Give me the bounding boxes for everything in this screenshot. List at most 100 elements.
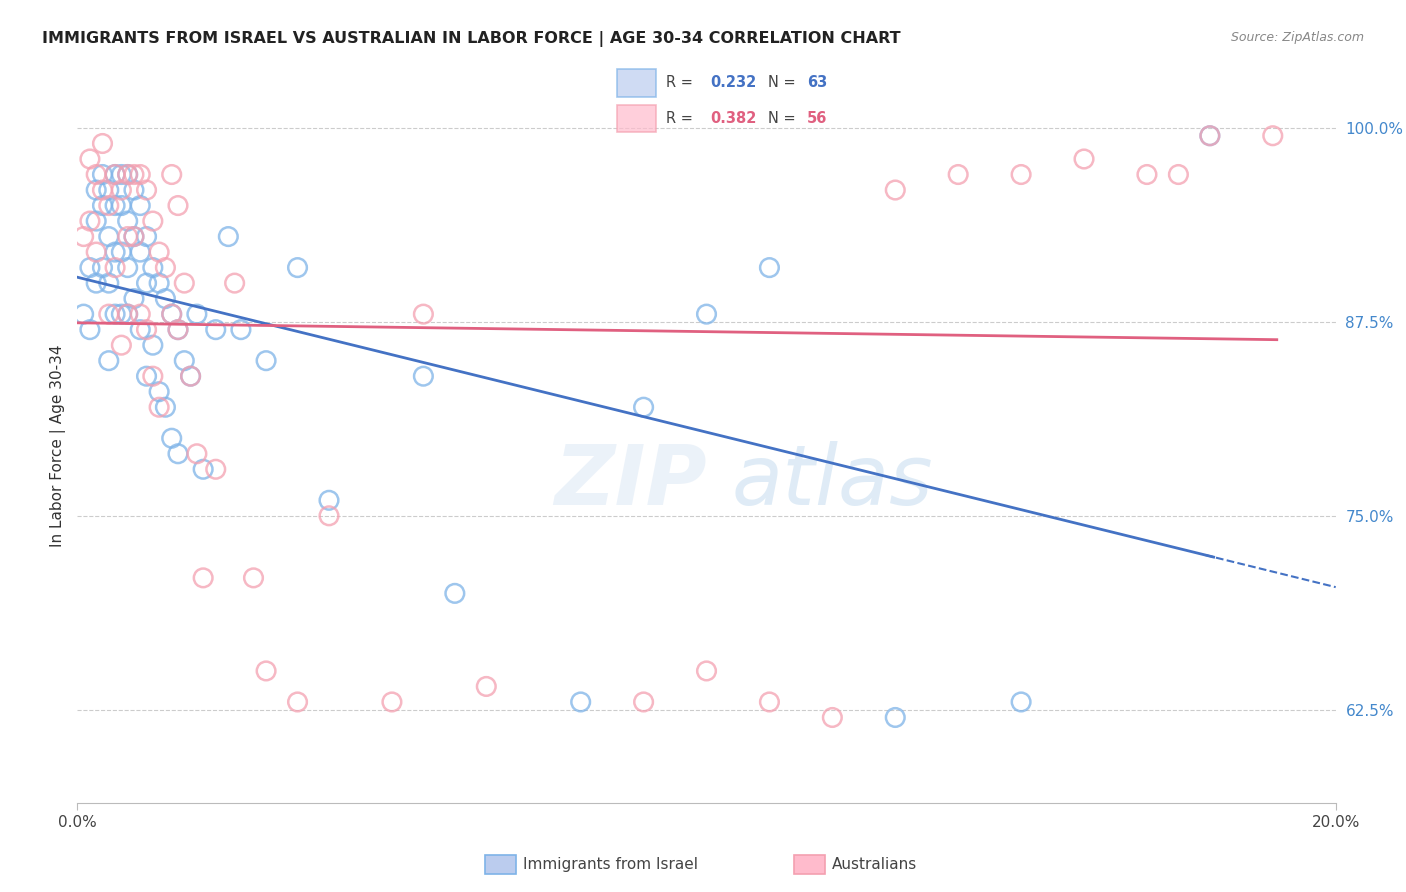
Point <box>97 276 120 290</box>
Point <box>569 695 592 709</box>
Point <box>1198 128 1220 143</box>
Point <box>91 136 114 151</box>
FancyBboxPatch shape <box>617 105 655 132</box>
Point <box>254 664 277 678</box>
Point <box>129 245 152 260</box>
Point <box>318 493 340 508</box>
Point <box>117 214 139 228</box>
Point <box>229 323 252 337</box>
Point <box>444 586 467 600</box>
Point <box>204 323 226 337</box>
Point <box>122 229 145 244</box>
Point <box>104 198 127 212</box>
Point <box>217 229 239 244</box>
Point <box>633 695 655 709</box>
Point <box>97 307 120 321</box>
Point <box>142 369 165 384</box>
Point <box>148 276 170 290</box>
Point <box>412 369 434 384</box>
Point <box>97 198 120 212</box>
Point <box>160 307 183 321</box>
Point <box>148 384 170 399</box>
Point <box>173 276 195 290</box>
Point <box>79 323 101 337</box>
Text: R =: R = <box>666 111 697 126</box>
Point <box>287 695 309 709</box>
Text: atlas: atlas <box>731 442 934 522</box>
Point <box>167 323 190 337</box>
Point <box>91 183 114 197</box>
Point <box>173 353 195 368</box>
Point <box>167 198 190 212</box>
Point <box>135 276 157 290</box>
Text: R =: R = <box>666 76 697 90</box>
Point <box>110 307 132 321</box>
Point <box>129 198 152 212</box>
Point <box>122 292 145 306</box>
Point <box>1010 695 1032 709</box>
Point <box>110 168 132 182</box>
Point <box>180 369 202 384</box>
Point <box>148 245 170 260</box>
Point <box>84 214 107 228</box>
Point <box>135 229 157 244</box>
Y-axis label: In Labor Force | Age 30-34: In Labor Force | Age 30-34 <box>51 344 66 548</box>
Point <box>186 447 208 461</box>
Text: Source: ZipAtlas.com: Source: ZipAtlas.com <box>1230 31 1364 45</box>
Point <box>475 680 498 694</box>
Point <box>110 338 132 352</box>
Point <box>104 245 127 260</box>
Point <box>117 168 139 182</box>
Point <box>97 353 120 368</box>
Point <box>142 260 165 275</box>
Point <box>122 183 145 197</box>
Text: 63: 63 <box>807 76 827 90</box>
Point <box>135 183 157 197</box>
Point <box>633 401 655 415</box>
Point <box>160 168 183 182</box>
Point <box>117 260 139 275</box>
Point <box>696 307 718 321</box>
Point <box>167 447 190 461</box>
Point <box>180 369 202 384</box>
Text: Australians: Australians <box>832 857 918 871</box>
Point <box>155 292 177 306</box>
Point <box>104 168 127 182</box>
Point <box>110 245 132 260</box>
Point <box>72 229 94 244</box>
Point <box>84 183 107 197</box>
Text: Immigrants from Israel: Immigrants from Israel <box>523 857 697 871</box>
Point <box>129 168 152 182</box>
Text: N =: N = <box>768 76 800 90</box>
Point <box>110 198 132 212</box>
Point <box>104 260 127 275</box>
Point <box>142 214 165 228</box>
Point <box>160 431 183 445</box>
Point <box>117 168 139 182</box>
Point <box>696 664 718 678</box>
Point <box>948 168 970 182</box>
Point <box>287 260 309 275</box>
Point <box>117 307 139 321</box>
Point <box>91 168 114 182</box>
Point <box>117 229 139 244</box>
Point <box>758 260 780 275</box>
Point <box>91 260 114 275</box>
Point <box>191 571 215 585</box>
Point <box>381 695 404 709</box>
Point <box>79 152 101 166</box>
Text: IMMIGRANTS FROM ISRAEL VS AUSTRALIAN IN LABOR FORCE | AGE 30-34 CORRELATION CHAR: IMMIGRANTS FROM ISRAEL VS AUSTRALIAN IN … <box>42 31 901 47</box>
Point <box>884 710 907 724</box>
Point <box>155 401 177 415</box>
Point <box>1136 168 1159 182</box>
Point <box>1073 152 1095 166</box>
Point <box>160 307 183 321</box>
Point <box>1261 128 1284 143</box>
Point <box>135 369 157 384</box>
Point <box>1198 128 1220 143</box>
Point <box>79 260 101 275</box>
Point <box>1167 168 1189 182</box>
Point <box>117 307 139 321</box>
Point <box>821 710 844 724</box>
Point <box>84 276 107 290</box>
